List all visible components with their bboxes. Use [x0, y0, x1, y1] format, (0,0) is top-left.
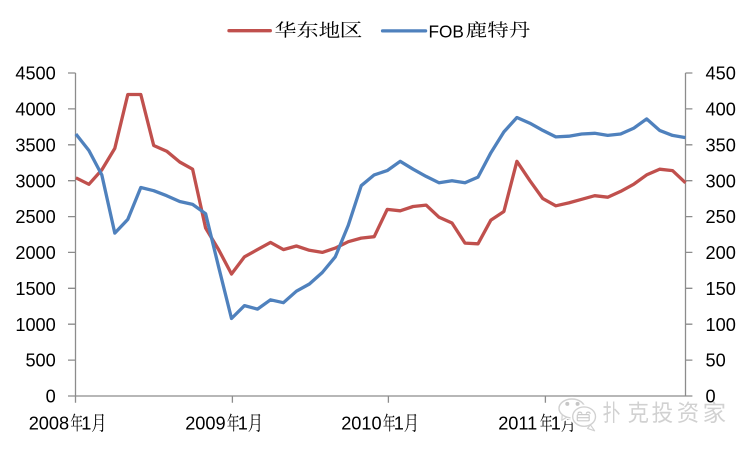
svg-text:2008: 2008 — [29, 414, 69, 434]
svg-text:4500: 4500 — [15, 64, 55, 84]
svg-text:3000: 3000 — [15, 171, 55, 191]
svg-text:2500: 2500 — [15, 207, 55, 227]
svg-text:350: 350 — [706, 135, 736, 155]
svg-text:1500: 1500 — [15, 279, 55, 299]
svg-text:2009: 2009 — [185, 414, 225, 434]
svg-text:1: 1 — [238, 414, 248, 434]
svg-text:500: 500 — [25, 351, 55, 371]
svg-text:1: 1 — [81, 414, 91, 434]
svg-text:1000: 1000 — [15, 315, 55, 335]
svg-text:450: 450 — [706, 64, 736, 84]
svg-text:0: 0 — [46, 387, 56, 407]
svg-text:50: 50 — [706, 351, 726, 371]
svg-text:200: 200 — [706, 243, 736, 263]
svg-text:1: 1 — [551, 414, 561, 434]
svg-text:1: 1 — [394, 414, 404, 434]
svg-text:0: 0 — [706, 387, 716, 407]
svg-text:150: 150 — [706, 279, 736, 299]
svg-text:100: 100 — [706, 315, 736, 335]
svg-text:400: 400 — [706, 100, 736, 120]
svg-text:2000: 2000 — [15, 243, 55, 263]
svg-text:3500: 3500 — [15, 135, 55, 155]
svg-text:FOB: FOB — [429, 22, 464, 42]
svg-text:300: 300 — [706, 171, 736, 191]
svg-text:4000: 4000 — [15, 100, 55, 120]
svg-text:2010: 2010 — [341, 414, 381, 434]
svg-text:2011: 2011 — [498, 414, 537, 434]
svg-text:250: 250 — [706, 207, 736, 227]
